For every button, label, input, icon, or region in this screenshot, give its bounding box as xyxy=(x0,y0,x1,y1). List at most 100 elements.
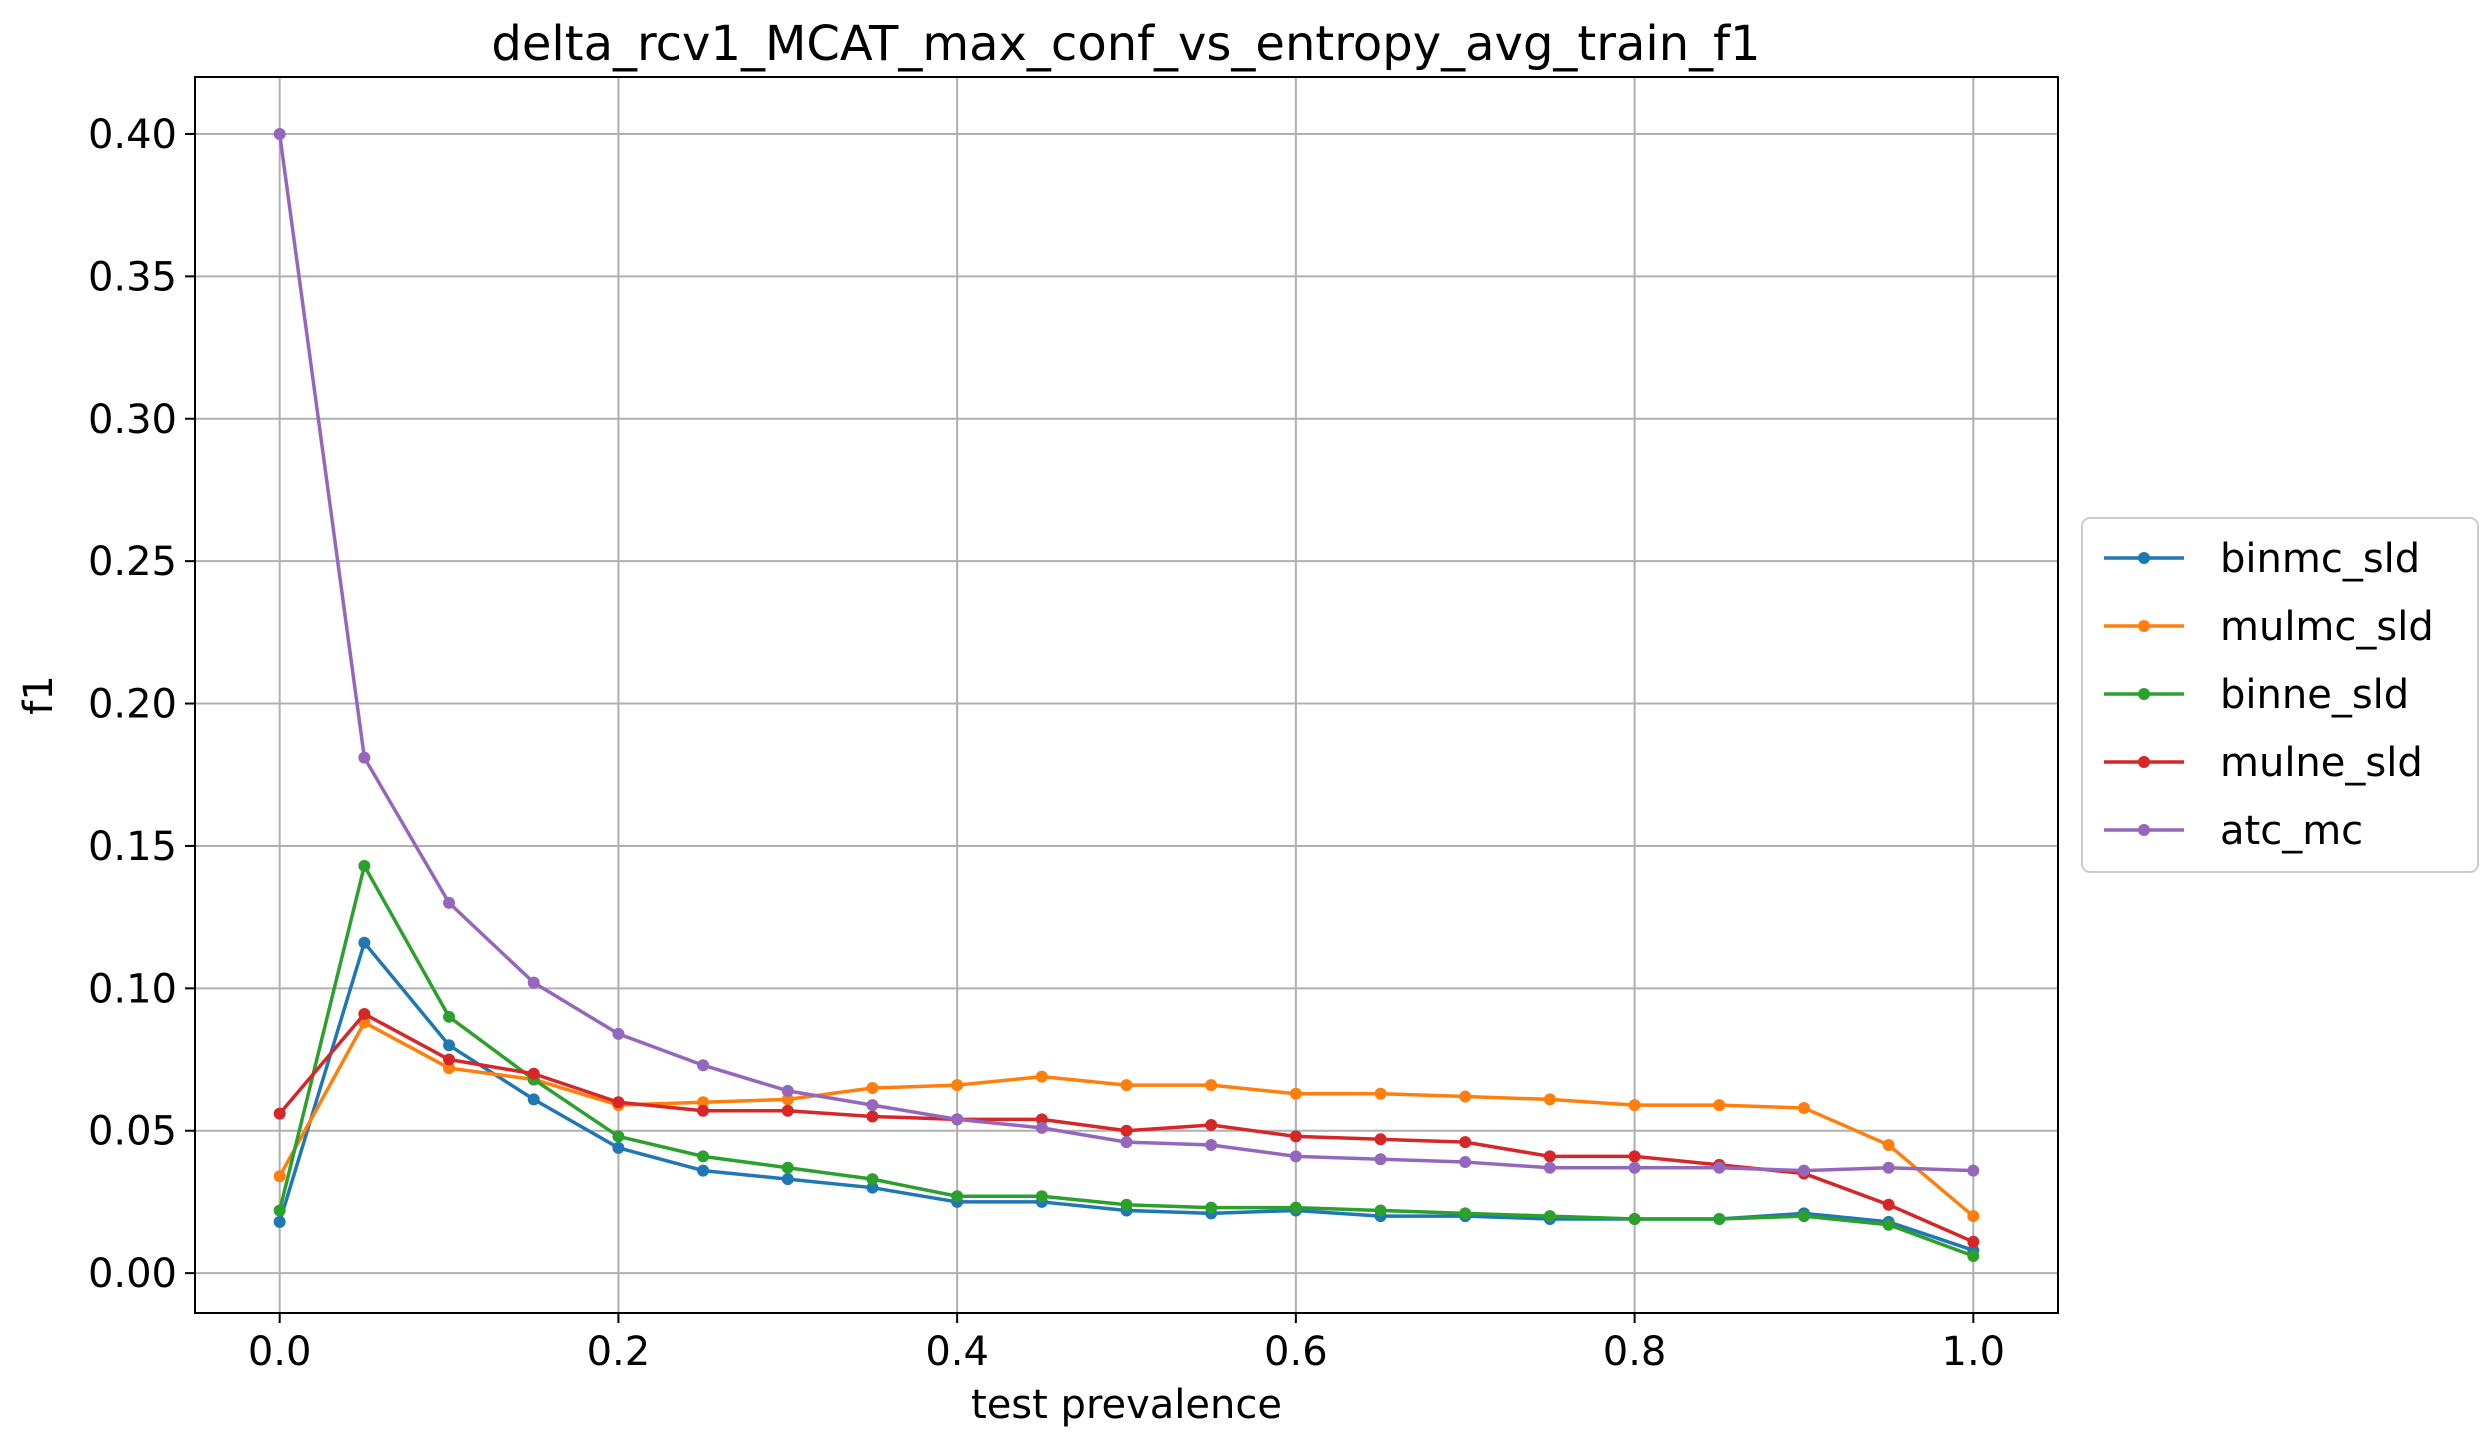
data-point-binne_sld xyxy=(1967,1250,1980,1263)
data-point-mulne_sld xyxy=(612,1096,625,1109)
data-point-mulmc_sld xyxy=(1882,1138,1895,1151)
data-point-atc_mc xyxy=(612,1027,625,1040)
y-tick-label: 0.40 xyxy=(88,112,177,158)
data-point-binne_sld xyxy=(358,859,371,872)
y-tick-label: 0.10 xyxy=(88,966,177,1012)
data-point-mulmc_sld xyxy=(443,1062,456,1075)
data-point-atc_mc xyxy=(697,1059,710,1072)
data-point-atc_mc xyxy=(1882,1161,1895,1174)
data-point-mulne_sld xyxy=(1120,1124,1133,1137)
data-point-mulmc_sld xyxy=(1543,1093,1556,1106)
data-point-binne_sld xyxy=(1459,1207,1472,1220)
data-point-atc_mc xyxy=(951,1113,964,1126)
data-point-atc_mc xyxy=(527,976,540,989)
series-line-mulmc_sld xyxy=(277,1020,1976,1218)
data-point-atc_mc xyxy=(1967,1164,1980,1177)
x-tick-label: 0.0 xyxy=(248,1329,312,1375)
axis-ticks: 0.0 0.2 0.4 0.6 0.8 1.0 0.00 0.05 0.10 0.15 0.20 0.… xyxy=(88,112,2005,1375)
series-binne_sld xyxy=(273,859,1980,1263)
data-point-atc_mc xyxy=(1543,1161,1556,1174)
data-point-mulne_sld xyxy=(1967,1235,1980,1248)
data-point-mulne_sld xyxy=(527,1067,540,1080)
data-point-mulne_sld xyxy=(358,1007,371,1020)
data-point-atc_mc xyxy=(866,1099,879,1112)
data-point-binne_sld xyxy=(1628,1213,1641,1226)
series-line-binne_sld xyxy=(277,864,1976,1258)
data-point-binne_sld xyxy=(697,1150,710,1163)
data-point-atc_mc xyxy=(1374,1153,1387,1166)
series-line-atc_mc xyxy=(277,132,1976,1173)
data-point-binne_sld xyxy=(1882,1218,1895,1231)
legend-marker-binmc_sld xyxy=(2138,552,2150,564)
data-point-binmc_sld xyxy=(358,936,371,949)
data-point-binne_sld xyxy=(1543,1210,1556,1223)
data-point-atc_mc xyxy=(1459,1156,1472,1169)
y-tick-label: 0.25 xyxy=(88,539,177,585)
data-point-mulne_sld xyxy=(1374,1133,1387,1146)
data-point-mulmc_sld xyxy=(1120,1079,1133,1092)
data-point-mulne_sld xyxy=(273,1107,286,1120)
data-point-mulne_sld xyxy=(697,1104,710,1117)
data-point-mulne_sld xyxy=(1289,1130,1302,1143)
x-tick-label: 0.4 xyxy=(925,1329,989,1375)
data-point-mulne_sld xyxy=(1882,1198,1895,1211)
data-point-mulne_sld xyxy=(1543,1150,1556,1163)
data-point-binne_sld xyxy=(781,1161,794,1174)
data-point-mulne_sld xyxy=(1035,1113,1048,1126)
data-point-mulmc_sld xyxy=(951,1079,964,1092)
chart-title: delta_rcv1_MCAT_max_conf_vs_entropy_avg_… xyxy=(491,16,1760,72)
data-point-binne_sld xyxy=(612,1130,625,1143)
data-point-mulmc_sld xyxy=(697,1096,710,1109)
data-point-mulmc_sld xyxy=(1205,1079,1218,1092)
y-tick-label: 0.05 xyxy=(88,1109,177,1155)
x-axis-label: test prevalence xyxy=(971,1382,1282,1428)
data-point-atc_mc xyxy=(1628,1161,1641,1174)
y-tick-label: 0.35 xyxy=(88,254,177,300)
y-tick-label: 0.00 xyxy=(88,1251,177,1297)
data-point-mulmc_sld xyxy=(1967,1210,1980,1223)
data-point-binmc_sld xyxy=(527,1093,540,1106)
data-point-binmc_sld xyxy=(781,1173,794,1186)
data-point-mulne_sld xyxy=(1459,1136,1472,1149)
data-point-binmc_sld xyxy=(273,1215,286,1228)
data-point-mulne_sld xyxy=(866,1110,879,1123)
data-point-atc_mc xyxy=(781,1084,794,1097)
data-point-binne_sld xyxy=(951,1190,964,1203)
data-point-binne_sld xyxy=(1035,1190,1048,1203)
data-point-atc_mc xyxy=(1713,1161,1726,1174)
data-point-mulmc_sld xyxy=(1797,1101,1810,1114)
data-point-mulne_sld xyxy=(781,1104,794,1117)
legend-marker-binne_sld xyxy=(2138,688,2150,700)
legend-label-mulmc_sld: mulmc_sld xyxy=(2220,604,2434,650)
data-point-binne_sld xyxy=(1713,1213,1726,1226)
plot-frame xyxy=(194,76,2059,1314)
y-tick-label: 0.20 xyxy=(88,682,177,728)
series-atc_mc xyxy=(273,127,1980,1177)
legend-label-atc_mc: atc_mc xyxy=(2220,808,2363,854)
data-point-atc_mc xyxy=(1120,1136,1133,1149)
data-point-binne_sld xyxy=(1374,1204,1387,1217)
data-point-binne_sld xyxy=(866,1173,879,1186)
data-point-binne_sld xyxy=(273,1204,286,1217)
x-tick-label: 0.2 xyxy=(587,1329,651,1375)
legend: binmc_sld mulmc_sld binne_sld mulne_sld atc_… xyxy=(2081,517,2479,873)
data-point-mulmc_sld xyxy=(1374,1087,1387,1100)
data-point-binne_sld xyxy=(443,1010,456,1023)
data-point-mulmc_sld xyxy=(1459,1090,1472,1103)
y-tick-label: 0.30 xyxy=(88,397,177,443)
data-point-mulmc_sld xyxy=(273,1170,286,1183)
data-point-mulne_sld xyxy=(1628,1150,1641,1163)
data-point-binne_sld xyxy=(1797,1210,1810,1223)
data-point-atc_mc xyxy=(273,127,286,140)
data-point-atc_mc xyxy=(1035,1121,1048,1134)
data-point-binmc_sld xyxy=(443,1039,456,1052)
data-point-mulmc_sld xyxy=(1713,1099,1726,1112)
data-point-atc_mc xyxy=(443,896,456,909)
data-point-binne_sld xyxy=(1120,1198,1133,1211)
data-point-atc_mc xyxy=(1205,1138,1218,1151)
legend-label-binne_sld: binne_sld xyxy=(2220,672,2409,718)
x-tick-label: 0.8 xyxy=(1603,1329,1667,1375)
series-group xyxy=(273,127,1980,1263)
